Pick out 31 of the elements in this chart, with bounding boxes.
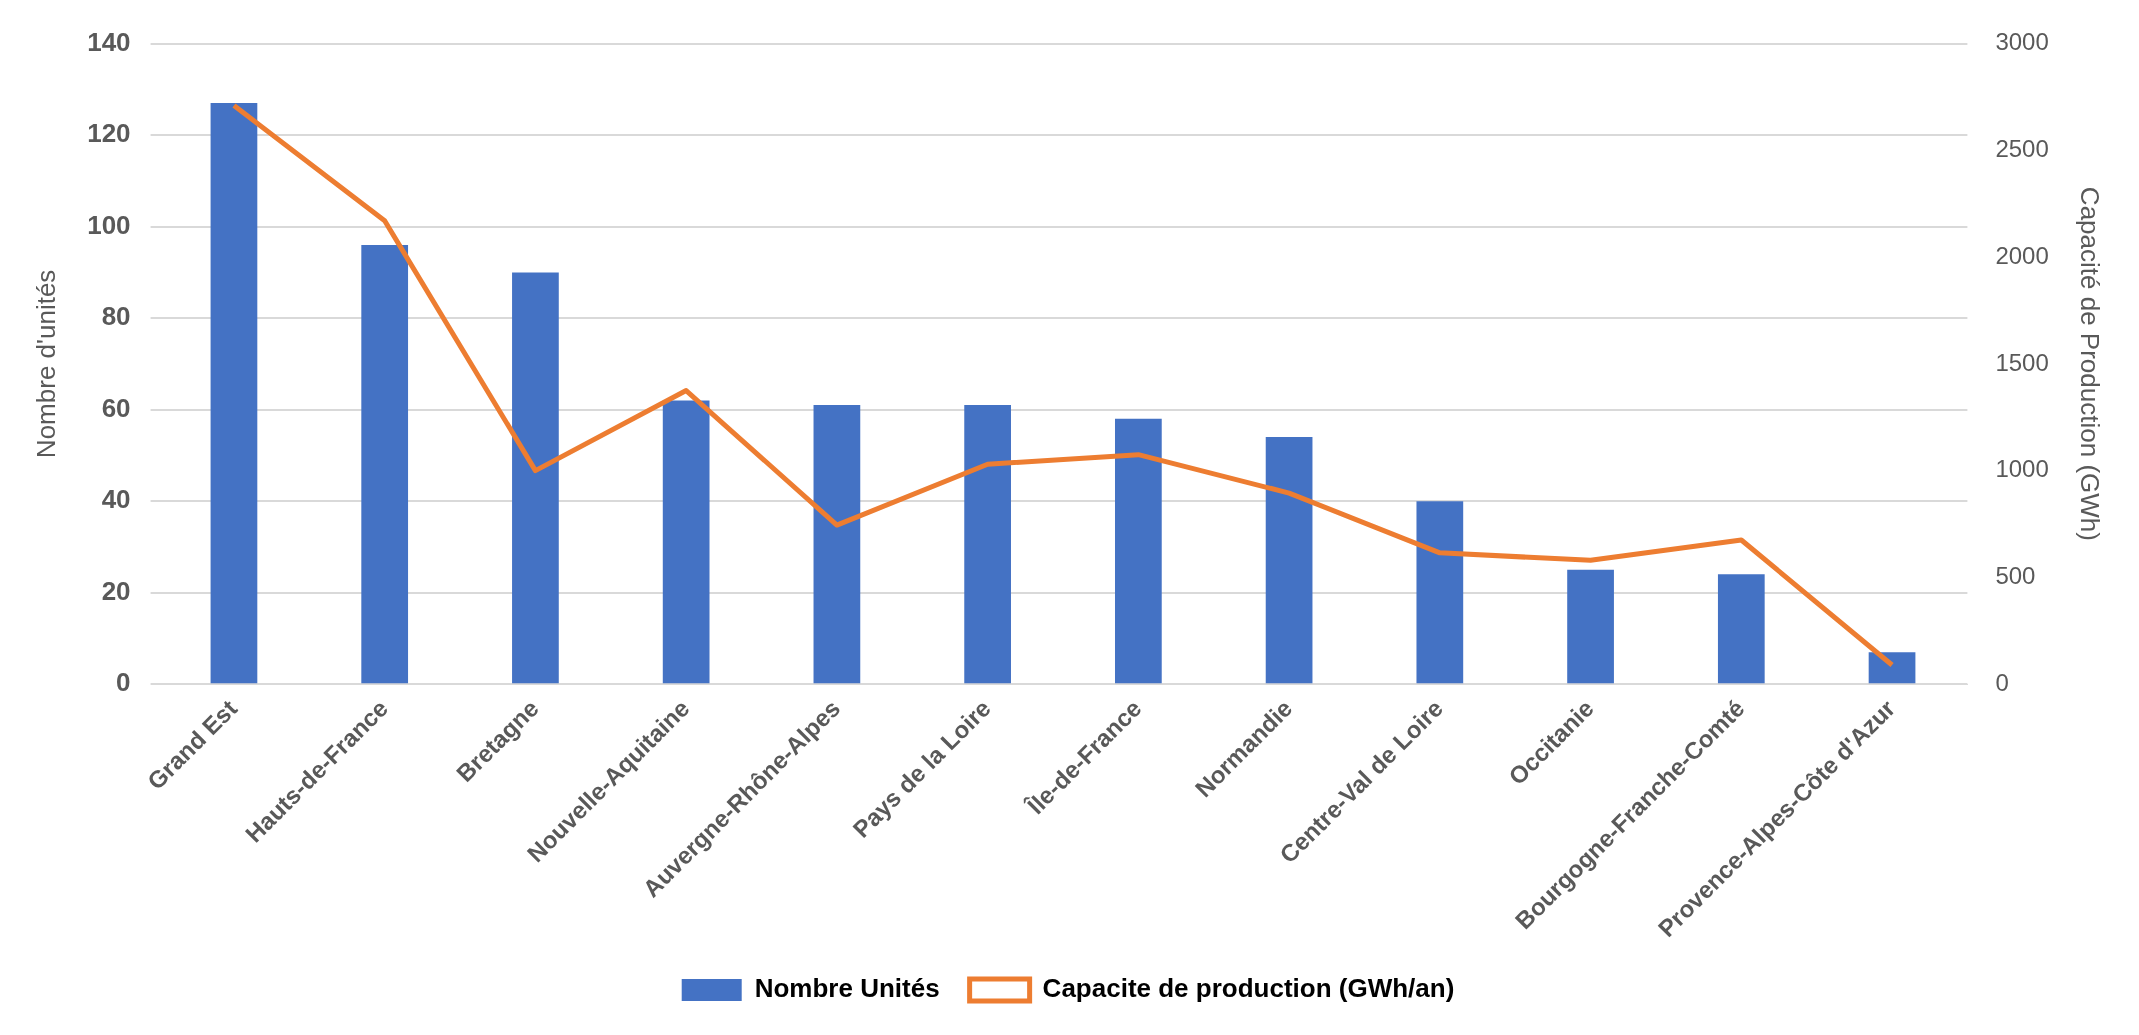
y2-tick-label: 0 [1995, 668, 2009, 696]
y2-tick-label: 2500 [1995, 134, 2049, 162]
legend-label: Capacite de production (GWh/an) [1042, 973, 1455, 1004]
bar [1416, 501, 1464, 684]
bar [964, 405, 1011, 684]
y2-tick-label: 1500 [1995, 348, 2049, 376]
y-tick-label: 20 [101, 575, 131, 606]
y2-tick-label: 1000 [1995, 455, 2049, 483]
y-axis-title: Nombre d'unités [30, 269, 61, 459]
y-tick-label: 40 [101, 484, 131, 515]
legend-label: Nombre Unités [754, 973, 940, 1004]
bar [361, 244, 409, 684]
bar [1115, 418, 1162, 684]
bar [662, 400, 710, 684]
bar [210, 103, 258, 684]
bar [512, 272, 559, 684]
y2-tick-label: 3000 [1995, 28, 2049, 56]
y-tick-label: 140 [87, 26, 131, 57]
y-tick-label: 0 [116, 667, 131, 698]
y-tick-label: 80 [101, 301, 131, 332]
y-tick-label: 100 [87, 209, 131, 240]
y-tick-label: 60 [101, 392, 131, 423]
y2-tick-label: 2000 [1995, 241, 2049, 269]
bar [1717, 574, 1765, 684]
bar [1265, 437, 1313, 684]
y2-tick-label: 500 [1995, 562, 2036, 590]
y-tick-label: 120 [87, 118, 131, 149]
bar [1868, 652, 1916, 684]
bar [813, 405, 861, 684]
bar [1567, 569, 1614, 684]
y2-axis-title: Capacité de Production (GWh) [2075, 186, 2106, 541]
